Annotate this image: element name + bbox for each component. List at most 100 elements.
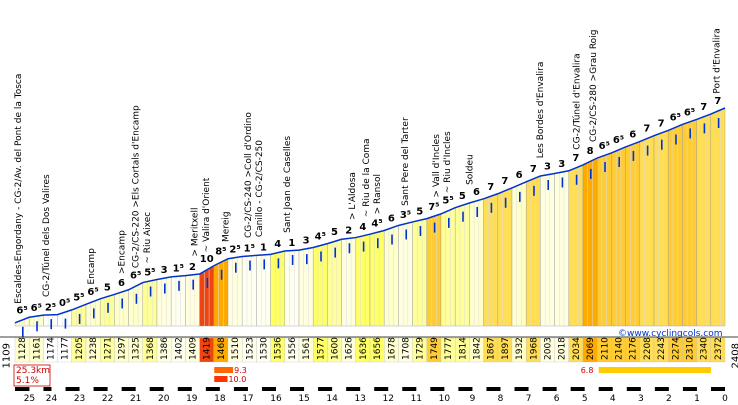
km-axis-segment [304,387,319,391]
altitude-label: 2140 [615,337,625,360]
profile-segment [199,265,215,327]
profile-segment [696,113,711,327]
profile-line [14,107,726,324]
place-annotation: ~ Riu de la Coma [362,138,372,217]
profile-segment [625,141,640,327]
km-axis-segment [163,387,178,391]
max-gradient-bar [214,376,228,382]
km-tick-label: 4 [610,394,616,404]
gradient-label: 7 [714,96,721,107]
gradient-label: 0⁵ [59,298,70,309]
gradient-label: 8 [587,146,594,157]
gradient-stripes [19,110,721,337]
gradient-label: 3 [161,265,168,276]
gradient-label: 2⁵ [45,303,56,314]
place-annotations: Escaldes-Engordany - CG-2/Av. del Pont d… [14,28,723,303]
km-axis-segment [416,387,431,391]
profile-segment [554,170,569,327]
gradient-label: 6 [473,187,480,198]
gradient-label: 5⁵ [144,268,155,279]
gradient-label: 10 [200,254,214,265]
km-tick-label: 20 [158,394,170,404]
altitude-label: 2208 [643,337,653,360]
km-axis-segment [556,387,571,391]
altitude-label: 1729 [416,337,426,360]
km-tick-label: 21 [130,394,141,404]
altitude-label: 1161 [32,337,42,360]
profile-segment [597,152,612,327]
km-axis-segment [247,387,262,391]
gradient-label: 3 [558,159,565,170]
altitude-label: 1656 [373,337,383,360]
gradient-label: 5 [416,207,423,218]
gradient-label: 6⁵ [684,107,695,118]
km-tick-label: 6 [554,394,560,404]
km-axis-segment [79,387,94,391]
km-axis-segment [444,387,459,391]
altitude-label: 1205 [75,337,85,360]
profile-segment [568,164,584,327]
profile-segment [639,135,655,327]
end-altitude-label: 2408 [730,343,738,369]
profile-segment [469,198,484,327]
gradient-label: 1 [288,238,295,249]
km-tick-label: 15 [298,394,309,404]
km-tick-label: 16 [270,394,282,404]
gradient-label: 2⁵ [229,245,240,256]
gradient-label: 6⁵ [130,271,141,282]
profile-segment [710,107,726,327]
watermark: ©www.cyclingcols.com [618,329,723,339]
altitude-label: 1523 [245,337,255,360]
altitude-label: 1561 [302,337,312,360]
gradient-label: 7 [658,118,665,129]
gradient-label: 4⁵ [371,219,382,230]
gradient-label: 1⁵ [173,264,184,275]
km-tick-label: 0 [722,394,728,404]
profile-segment [142,279,158,327]
km-axis-segment [332,387,347,391]
gradient-label: 6⁵ [599,141,610,152]
place-annotation: CG-2/CS-280 >Grau Roig [589,30,599,142]
profile-segment [582,157,598,327]
gradient-label: 3 [303,235,310,246]
altitude-label: 1600 [331,337,341,360]
profile-segment [653,130,669,327]
gradient-label: 6 [516,170,523,181]
altitude-label: 1708 [402,337,412,360]
profile-segment [668,124,683,327]
gradient-label: 8⁵ [215,247,226,258]
altitude-label: 1777 [444,337,454,360]
km-tick-label: 5 [582,394,588,404]
gradient-label: 6 [629,130,636,141]
km-tick-label: 22 [102,394,113,404]
max-gradient-label: 9.3 [234,366,247,375]
km-axis-segment [696,387,711,391]
gradient-label: 6 [388,213,395,224]
place-annotation: Port d'Envalira [713,28,723,93]
km-axis-segment [668,387,683,391]
summary-box [13,364,51,387]
profile-segment [611,146,626,327]
km-axis-segment [640,387,655,391]
km-axis-segment [360,387,375,391]
altitude-label: 1419 [203,337,213,360]
altitude-label: 1932 [515,337,525,360]
altitude-label: 2069 [586,337,596,360]
altitude-label: 1636 [359,337,369,360]
altitude-label: 2372 [714,337,724,360]
km-tick-label: 10 [439,394,451,404]
gradient-label: 5⁵ [73,292,84,303]
place-annotation: > Vall d'Incles [432,134,442,198]
place-annotation: ~ Riu d'Incles [443,131,453,193]
gradient-label: 7 [700,102,707,113]
gradient-label: 4 [359,222,366,233]
place-annotation: > Ransol [373,174,383,214]
max-gradient-bar [214,367,234,373]
km-tick-label: 12 [383,394,394,404]
place-annotation: Encamp [87,248,97,285]
start-altitude-label: 1109 [1,343,13,369]
altitude-label: 1368 [146,337,156,360]
gradient-label: 6⁵ [670,112,681,123]
